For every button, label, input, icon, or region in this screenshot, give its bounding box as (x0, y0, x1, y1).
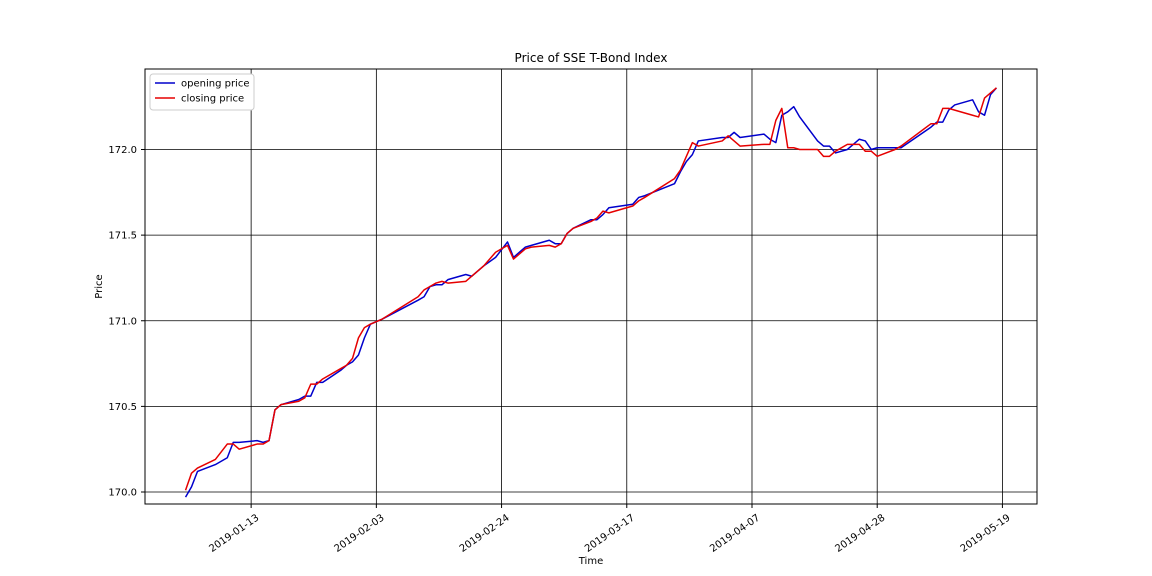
y-tick-label: 171.0 (108, 316, 137, 327)
legend-label-opening-price: opening price (181, 79, 250, 90)
x-axis-label: Time (578, 556, 603, 567)
legend-box (149, 73, 255, 111)
series-lines (184, 87, 998, 498)
series-line-closing-price (184, 87, 997, 491)
legend-label-closing-price: closing price (181, 94, 244, 105)
y-axis-label: Price (94, 274, 105, 298)
legend: opening price closing price (149, 73, 255, 111)
y-tick-label: 170.0 (108, 488, 137, 499)
y-tick-label: 170.5 (108, 402, 137, 413)
grid (145, 69, 1037, 504)
chart-title: Price of SSE T-Bond Index (515, 51, 668, 65)
y-tick-label: 171.5 (108, 231, 137, 242)
plot-frame (144, 68, 1038, 505)
y-tick-label: 172.0 (108, 145, 137, 156)
plot-area (145, 69, 1037, 504)
series-line-opening-price (184, 87, 998, 498)
